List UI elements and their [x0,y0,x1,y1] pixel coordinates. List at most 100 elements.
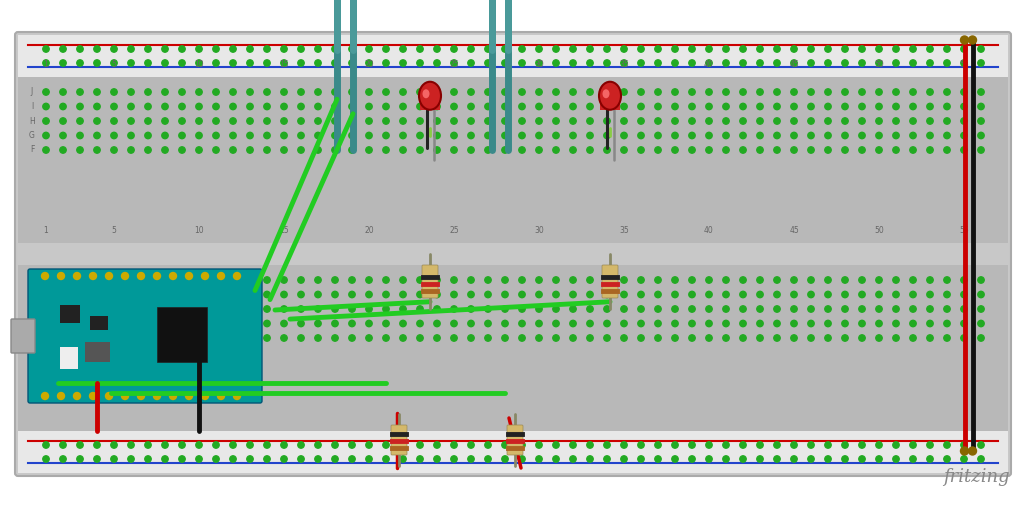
Circle shape [791,291,798,298]
Circle shape [417,291,423,298]
Circle shape [978,277,984,283]
Circle shape [399,442,407,448]
Text: 45: 45 [790,60,799,69]
Circle shape [519,103,525,110]
Circle shape [77,147,83,153]
Circle shape [229,277,237,283]
Circle shape [689,291,695,298]
FancyBboxPatch shape [420,96,440,110]
Circle shape [111,118,117,124]
Circle shape [281,46,287,52]
Circle shape [179,456,185,462]
Circle shape [791,335,798,341]
Circle shape [314,147,322,153]
Circle shape [944,335,950,341]
Circle shape [824,132,831,139]
Circle shape [739,89,746,95]
Circle shape [654,46,662,52]
Circle shape [366,456,372,462]
Circle shape [59,89,67,95]
Circle shape [217,393,224,399]
Text: 10: 10 [195,226,204,235]
Circle shape [944,118,950,124]
Circle shape [179,335,185,341]
Circle shape [978,60,984,66]
Circle shape [281,335,287,341]
Circle shape [281,306,287,312]
Circle shape [247,442,253,448]
Circle shape [144,456,152,462]
Circle shape [451,306,457,312]
Circle shape [128,103,134,110]
Circle shape [94,103,100,110]
Circle shape [434,335,440,341]
Circle shape [927,277,933,283]
Circle shape [723,291,729,298]
Circle shape [706,147,713,153]
Circle shape [434,118,440,124]
Circle shape [909,456,916,462]
Text: A: A [30,333,35,342]
Text: B: B [30,319,35,328]
Circle shape [536,103,542,110]
Circle shape [969,447,977,455]
Circle shape [654,60,662,66]
Circle shape [536,291,542,298]
Circle shape [128,306,134,312]
Circle shape [89,393,96,399]
Circle shape [961,103,968,110]
Text: E: E [30,275,35,284]
Circle shape [94,456,100,462]
Circle shape [451,291,457,298]
Circle shape [229,103,237,110]
Circle shape [927,89,933,95]
Circle shape [757,277,763,283]
Circle shape [233,272,241,279]
Circle shape [638,456,644,462]
Circle shape [808,118,814,124]
Circle shape [519,132,525,139]
Circle shape [366,291,372,298]
Circle shape [553,147,559,153]
Circle shape [604,335,610,341]
Circle shape [59,277,67,283]
Ellipse shape [599,82,621,110]
Circle shape [876,89,883,95]
Circle shape [553,321,559,327]
Circle shape [349,60,355,66]
Circle shape [111,147,117,153]
Circle shape [893,335,899,341]
Circle shape [824,306,831,312]
Circle shape [349,132,355,139]
Circle shape [111,291,117,298]
Circle shape [137,393,144,399]
Circle shape [94,321,100,327]
Circle shape [77,60,83,66]
Circle shape [314,89,322,95]
Circle shape [654,147,662,153]
Circle shape [757,89,763,95]
Circle shape [723,103,729,110]
Circle shape [94,147,100,153]
Circle shape [689,147,695,153]
Circle shape [213,89,219,95]
Circle shape [89,272,96,279]
Circle shape [162,335,168,341]
Circle shape [969,36,977,44]
Circle shape [774,456,780,462]
Circle shape [961,321,968,327]
Circle shape [587,147,593,153]
Text: 1: 1 [44,60,48,69]
Circle shape [961,36,969,44]
Circle shape [298,132,304,139]
Circle shape [74,272,81,279]
Circle shape [59,306,67,312]
Circle shape [247,89,253,95]
Circle shape [332,118,338,124]
Circle shape [77,118,83,124]
Circle shape [944,277,950,283]
Circle shape [672,132,678,139]
Circle shape [893,321,899,327]
Circle shape [604,60,610,66]
Circle shape [536,132,542,139]
